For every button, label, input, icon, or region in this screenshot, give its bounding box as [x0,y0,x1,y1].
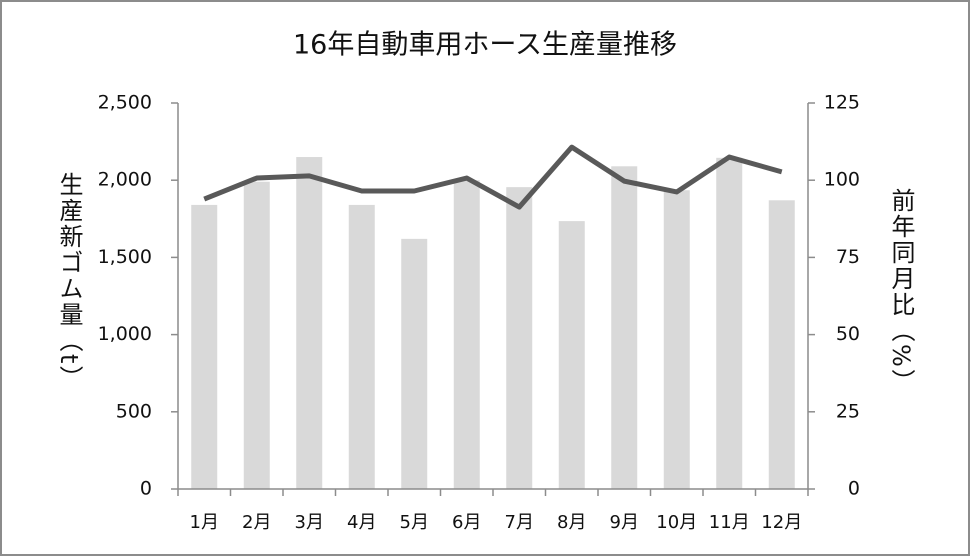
x-tick-label: 4月 [347,512,376,533]
x-tick-label: 8月 [557,512,586,533]
line [203,144,783,210]
x-tick-label: 6月 [452,512,481,533]
bar [296,157,323,490]
y2-tick-label: 50 [836,323,860,345]
bar [348,204,375,490]
bar [191,204,218,490]
y2-tick-label: 0 [848,478,860,500]
bar [611,166,638,489]
bar [768,200,795,489]
y-axis-label: 生産新ゴム量（t） [55,172,83,392]
x-tick-label: 5月 [400,512,429,533]
bar [558,221,585,489]
x-tick-label: 10月 [656,512,697,533]
y2-tick-label: 125 [824,92,860,114]
bar [243,181,270,489]
x-tick-label: 11月 [709,512,750,533]
y2-tick-label: 25 [836,400,860,422]
bar [401,238,428,489]
y-tick-label: 1,000 [98,323,152,345]
bar [453,180,480,489]
bar [506,187,533,489]
x-tick-label: 7月 [505,512,534,533]
chart-title: 16年自動車用ホース生産量推移 [293,30,677,61]
x-tick-label: 1月 [190,512,219,533]
y-tick-label: 2,000 [98,169,152,191]
y-tick-label: 1,500 [98,246,152,268]
y-tick-label: 0 [140,478,152,500]
x-tick-label: 12月 [761,512,802,533]
bar [716,157,743,489]
y-tick-label: 2,500 [98,92,152,114]
y2-axis-label: 前年同月比（%） [887,188,915,395]
x-tick-label: 9月 [610,512,639,533]
x-tick-label: 3月 [295,512,324,533]
y2-tick-label: 75 [836,246,860,268]
y2-tick-label: 100 [824,169,860,191]
y-tick-label: 500 [116,400,152,422]
x-tick-label: 2月 [242,512,271,533]
bar [663,190,690,489]
